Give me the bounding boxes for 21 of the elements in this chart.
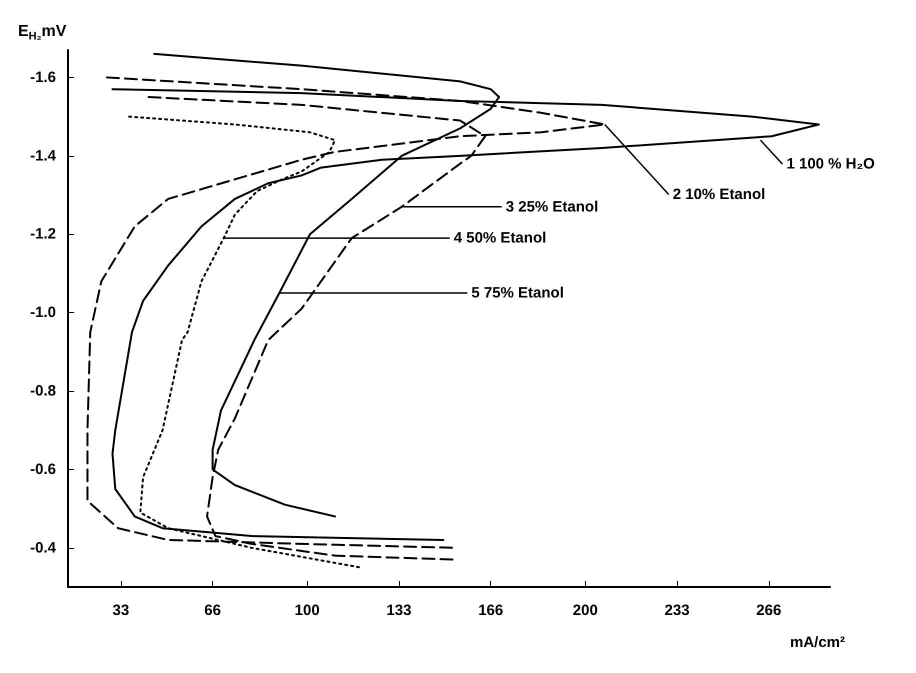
annotation: 2 10% Etanol: [672, 186, 766, 203]
y-tick-label: -0.8: [30, 382, 56, 400]
y-tick-label: -0.4: [30, 539, 57, 556]
y-tick-label: -1.6: [30, 68, 56, 86]
x-tick-label: 200: [572, 602, 598, 619]
y-tick-label: -1.4: [30, 147, 57, 164]
annotation: 5 75% Etanol: [471, 284, 564, 302]
x-axis-title: mA/cm²: [790, 634, 846, 651]
y-tick-label: -1.0: [30, 304, 56, 322]
x-tick-label: 100: [294, 602, 320, 619]
x-tick-label: 133: [386, 602, 412, 619]
annotation: 1 100 % H₂O: [786, 156, 876, 173]
x-tick-label: 66: [204, 602, 221, 619]
x-tick-label: 266: [756, 602, 782, 619]
y-tick-label: -1.2: [30, 226, 56, 243]
y-tick-label: -0.6: [30, 460, 56, 478]
x-tick-label: 166: [478, 602, 504, 619]
annotation: 4 50% Etanol: [454, 230, 546, 247]
x-tick-label: 33: [112, 602, 130, 619]
annotation: 3 25% Etanol: [506, 198, 598, 216]
x-tick-label: 233: [664, 602, 690, 619]
